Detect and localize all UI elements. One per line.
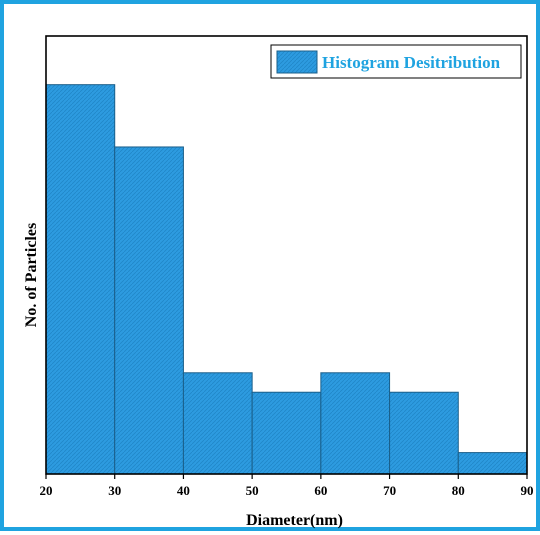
- histogram-bar: [320, 372, 391, 475]
- x-tick-label: 70: [383, 483, 396, 498]
- x-tick-label: 50: [246, 483, 259, 498]
- histogram-bar: [114, 146, 184, 475]
- x-tick-label: 80: [452, 483, 465, 498]
- x-tick-label: 30: [108, 483, 121, 498]
- histogram-chart: 20 30 40 50 60 70 80 90 Diameter(nm) No. of Par…: [23, 35, 534, 529]
- plot-area-frame: [45, 35, 528, 475]
- x-tick-label: 60: [314, 483, 327, 498]
- histogram-bar: [457, 452, 528, 475]
- y-axis-title: No. of Particles: [23, 223, 40, 327]
- histogram-bar: [182, 372, 253, 475]
- legend-swatch: [276, 50, 318, 74]
- legend: Histogram Desitribution: [270, 44, 522, 79]
- histogram-bar: [389, 391, 459, 475]
- histogram-bar: [45, 84, 116, 475]
- x-tick-label: 20: [40, 483, 53, 498]
- histogram-bar: [251, 391, 322, 475]
- x-tick-label: 40: [177, 483, 190, 498]
- x-tick-label: 90: [521, 483, 534, 498]
- legend-label: Histogram Desitribution: [322, 53, 501, 72]
- x-axis-title: Diameter(nm): [246, 512, 343, 529]
